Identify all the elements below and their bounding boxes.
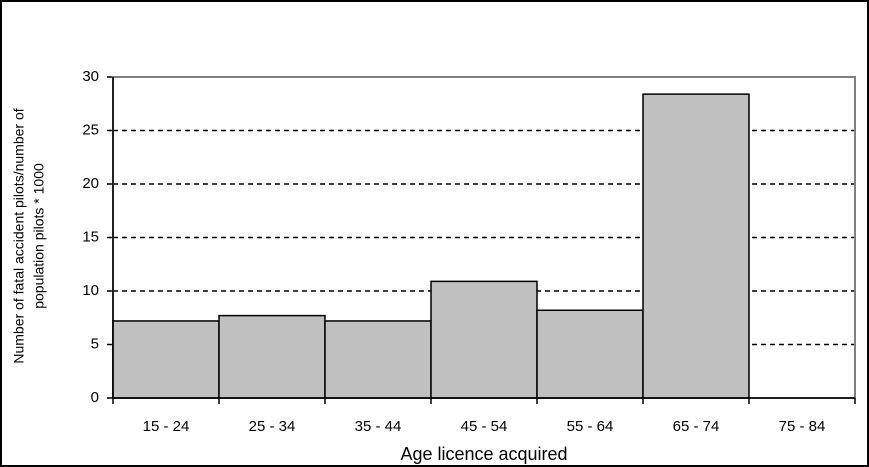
bar — [536, 309, 644, 399]
y-tick-label: 15 — [82, 228, 99, 245]
x-tick-label: 75 - 84 — [779, 418, 826, 435]
bar — [112, 320, 220, 399]
y-tick-label: 5 — [91, 335, 99, 352]
y-tick-label: 30 — [82, 68, 99, 85]
x-tick-label: 65 - 74 — [673, 418, 720, 435]
y-axis-title: population pilots * 1000 — [31, 163, 47, 309]
bar — [324, 320, 432, 399]
bar — [430, 280, 538, 399]
bar — [218, 314, 326, 399]
x-tick-label: 35 - 44 — [355, 418, 402, 435]
y-tick-label: 0 — [91, 389, 99, 406]
bar — [642, 93, 750, 399]
y-axis-title: Number of fatal accident pilots/number o… — [11, 108, 27, 363]
y-tick-label: 10 — [82, 282, 99, 299]
x-tick-label: 55 - 64 — [567, 418, 614, 435]
y-tick-label: 25 — [82, 121, 99, 138]
x-tick-label: 45 - 54 — [461, 418, 508, 435]
x-tick-label: 25 - 34 — [249, 418, 296, 435]
x-axis-title: Age licence acquired — [400, 444, 567, 464]
x-tick-label: 15 - 24 — [143, 418, 190, 435]
y-tick-label: 20 — [82, 175, 99, 192]
